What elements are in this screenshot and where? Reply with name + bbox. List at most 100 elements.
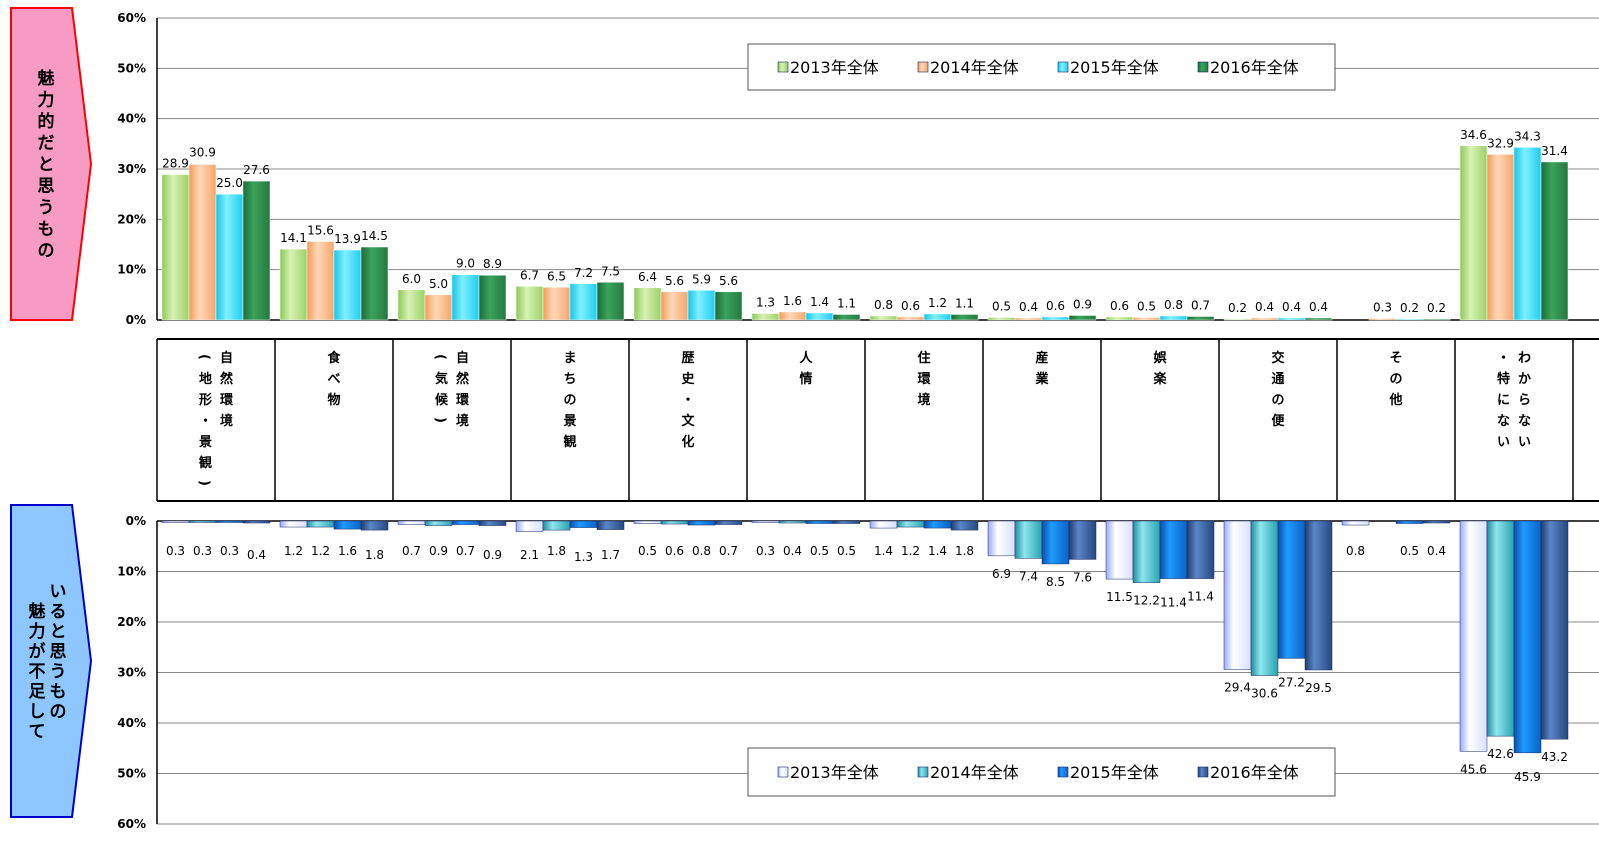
top-bar: [1395, 318, 1424, 321]
bottom-bar: [1041, 520, 1070, 565]
top-data-label: 1.6: [783, 294, 802, 308]
top-y-tick-label: 20%: [117, 212, 146, 226]
top-bar: [1250, 317, 1279, 321]
top-bar: [1014, 317, 1043, 321]
category-char: 境: [220, 413, 233, 429]
top-bar: [188, 164, 217, 321]
top-data-label: 1.1: [837, 296, 856, 310]
top-bar: [279, 248, 308, 321]
top-data-label: 7.5: [601, 264, 620, 278]
top-y-tick-label: 10%: [117, 263, 146, 277]
bottom-side-label-char: 不: [29, 662, 46, 682]
top-bar: [687, 290, 716, 321]
top-side-label-char: 思: [38, 177, 55, 197]
legend-label: 2016年全体: [1210, 58, 1299, 77]
top-data-label: 14.5: [361, 229, 388, 243]
bottom-side-label-char: 力: [29, 621, 46, 642]
category-char: 景: [563, 414, 576, 429]
bottom-data-label: 1.8: [547, 544, 566, 558]
top-data-label: 15.6: [307, 223, 334, 237]
bottom-data-label: 12.2: [1133, 594, 1160, 608]
top-bar: [1068, 315, 1097, 321]
bottom-bar: [1277, 520, 1306, 659]
category-char: 候: [435, 392, 449, 408]
bottom-data-label: 29.4: [1224, 680, 1251, 694]
bottom-y-tick-label: 10%: [117, 565, 146, 579]
category-char: 環: [456, 393, 470, 408]
top-data-label: 0.8: [874, 298, 893, 312]
bottom-bar: [596, 520, 625, 530]
bottom-bar: [515, 520, 544, 532]
top-bar: [1186, 316, 1215, 321]
legend-swatch: [1197, 61, 1209, 73]
category-char: 観: [198, 455, 212, 471]
bottom-bar: [279, 520, 308, 528]
legend-swatch: [777, 61, 789, 73]
category-char: 便: [1271, 413, 1285, 429]
bottom-bar: [478, 520, 507, 526]
bottom-bar: [1459, 520, 1488, 752]
bottom-bar: [1223, 520, 1252, 670]
top-data-label: 0.4: [1282, 300, 1301, 314]
top-data-label: 0.7: [1191, 298, 1210, 312]
top-y-tick-label: 60%: [117, 11, 146, 25]
bottom-y-tick-label: 30%: [117, 666, 146, 680]
top-bar: [778, 311, 807, 321]
category-char: 自: [220, 350, 233, 366]
category-char: の: [563, 393, 576, 408]
category-char: 史: [681, 371, 695, 387]
top-bar: [569, 283, 598, 321]
top-bar: [515, 286, 544, 321]
category-char: か: [1518, 372, 1531, 387]
bottom-y-tick-label: 0%: [126, 514, 146, 528]
bottom-data-label: 0.4: [783, 544, 802, 558]
top-bar: [714, 291, 743, 321]
bottom-data-label: 11.5: [1106, 590, 1133, 604]
bottom-data-label: 1.4: [928, 544, 947, 558]
top-bar: [1132, 317, 1161, 321]
bottom-y-tick-label: 40%: [117, 716, 146, 730]
category-char: 他: [1388, 392, 1402, 408]
bottom-data-label: 29.5: [1305, 681, 1332, 695]
top-bar: [333, 249, 362, 321]
top-data-label: 5.0: [429, 277, 448, 291]
category-char: の: [1271, 393, 1284, 408]
category-char: べ: [327, 372, 340, 387]
category-char: (: [197, 354, 212, 360]
bottom-y-tick-label: 50%: [117, 767, 146, 781]
category-char: 業: [1034, 371, 1049, 387]
bottom-data-label: 1.4: [874, 544, 893, 558]
bottom-bar: [1068, 520, 1097, 560]
category-char: 人: [799, 350, 813, 366]
bottom-side-label-char: も: [50, 682, 67, 702]
top-bar: [660, 291, 689, 321]
bottom-bar: [1250, 520, 1279, 676]
top-data-label: 5.6: [665, 274, 684, 288]
legend-item: 2015年全体: [1057, 58, 1159, 77]
top-data-label: 28.9: [162, 157, 189, 171]
top-data-label: 0.6: [1110, 299, 1129, 313]
bottom-data-label: 0.5: [1400, 544, 1419, 558]
bottom-data-label: 0.9: [483, 548, 502, 562]
category-char: 交: [1271, 350, 1284, 366]
bottom-y-tick-label: 20%: [117, 615, 146, 629]
bottom-data-label: 0.9: [429, 544, 448, 558]
category-char: 文: [681, 413, 695, 429]
bottom-bar: [333, 520, 362, 530]
top-side-label-char: う: [38, 198, 55, 218]
bottom-legend-box: [747, 747, 1336, 797]
bottom-bar: [242, 520, 271, 524]
category-char: 通: [1271, 371, 1284, 387]
category-char: 歴: [681, 351, 694, 366]
top-data-label: 6.7: [520, 268, 539, 282]
legend-swatch: [777, 766, 789, 778]
top-bar: [751, 313, 780, 321]
top-bar: [1105, 316, 1134, 321]
bottom-data-label: 0.4: [247, 548, 266, 562]
top-bar: [1540, 161, 1569, 321]
bottom-bar: [751, 520, 780, 523]
bottom-data-label: 0.5: [638, 544, 657, 558]
top-y-tick-label: 40%: [117, 112, 146, 126]
bottom-data-label: 1.3: [574, 550, 593, 564]
top-bar: [1041, 316, 1070, 321]
